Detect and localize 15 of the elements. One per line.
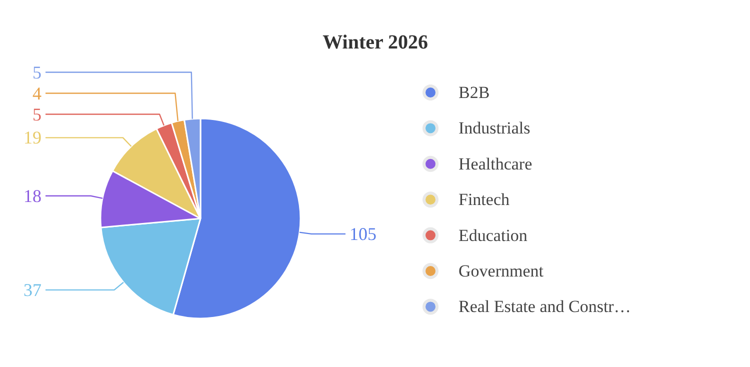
data-label: 5 (32, 62, 42, 82)
data-label: 37 (24, 280, 42, 300)
legend-label: B2B (458, 83, 490, 102)
legend-label: Education (458, 226, 528, 245)
data-label: 105 (350, 224, 376, 244)
legend-label: Industrials (458, 118, 530, 138)
legend-label: Government (458, 262, 544, 280)
data-label: 5 (32, 104, 42, 124)
data-label: 18 (24, 186, 42, 206)
data-label: 4 (32, 83, 42, 104)
legend-label: Real Estate and Constr… (458, 297, 631, 316)
data-label: 19 (24, 128, 42, 148)
chart-title: Winter 2026 (322, 32, 428, 54)
legend-label: Healthcare (458, 154, 532, 174)
legend-label: Fintech (458, 190, 510, 210)
